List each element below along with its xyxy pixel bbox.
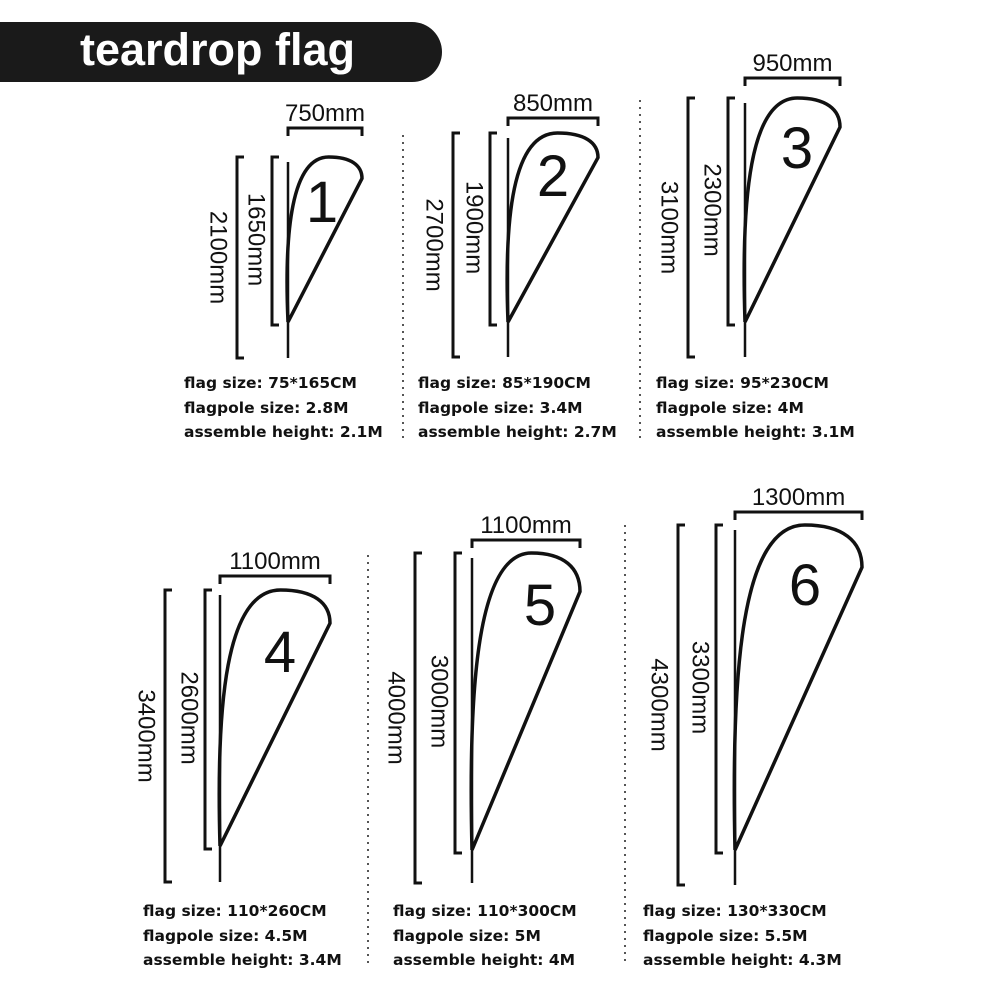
flag-size: flag size: 75*165CM	[184, 374, 357, 392]
flag-height-label: 1900mm	[461, 181, 488, 274]
total-height-label: 3400mm	[133, 689, 160, 782]
width-label: 950mm	[752, 50, 832, 77]
width-bracket	[743, 76, 842, 86]
flag-number: 2	[537, 144, 569, 209]
flagpole-size: flagpole size: 2.8M	[184, 398, 349, 417]
flag-size: flag size: 95*230CM	[656, 374, 829, 392]
flagpole-size: flagpole size: 4M	[656, 398, 804, 417]
flag-number: 3	[781, 116, 813, 181]
assemble-height: assemble height: 3.4M	[143, 951, 342, 969]
flag-height-label: 1650mm	[243, 193, 270, 286]
flag-number: 5	[524, 573, 556, 638]
flagpole-size: flagpole size: 4.5M	[143, 926, 308, 945]
width-label: 850mm	[513, 90, 593, 117]
flagpole-size: flagpole size: 5.5M	[643, 926, 808, 945]
flag-number: 1	[306, 170, 338, 235]
teardrop-flag-outline	[732, 523, 864, 851]
total-height-label: 4000mm	[383, 671, 410, 764]
assemble-height: assemble height: 4M	[393, 951, 576, 969]
flagpole-size: flagpole size: 3.4M	[418, 398, 583, 417]
flag-height-label: 2300mm	[699, 163, 726, 256]
flag-height-label: 3300mm	[687, 641, 714, 734]
teardrop-flag-outline	[217, 588, 332, 847]
assemble-height: assemble height: 3.1M	[656, 423, 855, 441]
width-label: 1100mm	[229, 548, 321, 575]
width-bracket	[218, 574, 332, 584]
spec-block-6: flag size: 130*330CM flagpole size: 5.5M…	[643, 899, 842, 973]
flag-height-label: 3000mm	[426, 655, 453, 748]
spec-block-4: flag size: 110*260CM flagpole size: 4.5M…	[143, 899, 342, 973]
total-height-label: 4300mm	[646, 658, 673, 751]
flag-size: flag size: 110*300CM	[393, 902, 577, 920]
flag-height-bracket	[203, 588, 212, 851]
total-height-label: 3100mm	[656, 181, 683, 274]
assemble-height: assemble height: 4.3M	[643, 951, 842, 969]
teardrop-flag-outline	[505, 131, 600, 323]
flag-size: flag size: 110*260CM	[143, 902, 327, 920]
flag-height-bracket	[453, 551, 462, 855]
total-height-bracket	[235, 155, 244, 360]
total-height-label: 2100mm	[205, 211, 232, 304]
total-height-bracket	[686, 96, 695, 359]
flag-height-bracket	[726, 96, 735, 327]
flag-number: 4	[264, 620, 296, 685]
width-label: 1300mm	[752, 484, 845, 511]
flag-size: flag size: 85*190CM	[418, 374, 591, 392]
width-bracket	[733, 510, 864, 520]
teardrop-flag-outline	[469, 551, 582, 851]
assemble-height: assemble height: 2.1M	[184, 423, 383, 441]
teardrop-flag-outline	[285, 155, 364, 323]
spec-block-5: flag size: 110*300CM flagpole size: 5M a…	[393, 899, 577, 973]
spec-block-2: flag size: 85*190CM flagpole size: 3.4M …	[418, 371, 617, 445]
total-height-bracket	[676, 523, 685, 887]
title-banner: teardrop flag	[0, 22, 442, 82]
assemble-height: assemble height: 2.7M	[418, 423, 617, 441]
total-height-label: 2700mm	[421, 198, 448, 291]
teardrop-flag-outline	[742, 96, 842, 323]
flag-height-bracket	[270, 155, 279, 327]
total-height-bracket	[413, 551, 422, 885]
width-bracket	[286, 126, 364, 136]
spec-block-1: flag size: 75*165CM flagpole size: 2.8M …	[184, 371, 383, 445]
total-height-bracket	[163, 588, 172, 884]
width-bracket	[506, 116, 600, 126]
flagpole-size: flagpole size: 5M	[393, 926, 541, 945]
total-height-bracket	[451, 131, 460, 359]
width-label: 1100mm	[480, 512, 572, 539]
flag-height-bracket	[488, 131, 497, 327]
flag-height-label: 2600mm	[176, 671, 203, 764]
width-bracket	[470, 538, 582, 548]
spec-block-3: flag size: 95*230CM flagpole size: 4M as…	[656, 371, 855, 445]
flag-size: flag size: 130*330CM	[643, 902, 827, 920]
title: teardrop flag	[80, 24, 356, 75]
width-label: 750mm	[285, 100, 365, 127]
flag-number: 6	[789, 553, 821, 618]
flag-height-bracket	[714, 523, 723, 855]
